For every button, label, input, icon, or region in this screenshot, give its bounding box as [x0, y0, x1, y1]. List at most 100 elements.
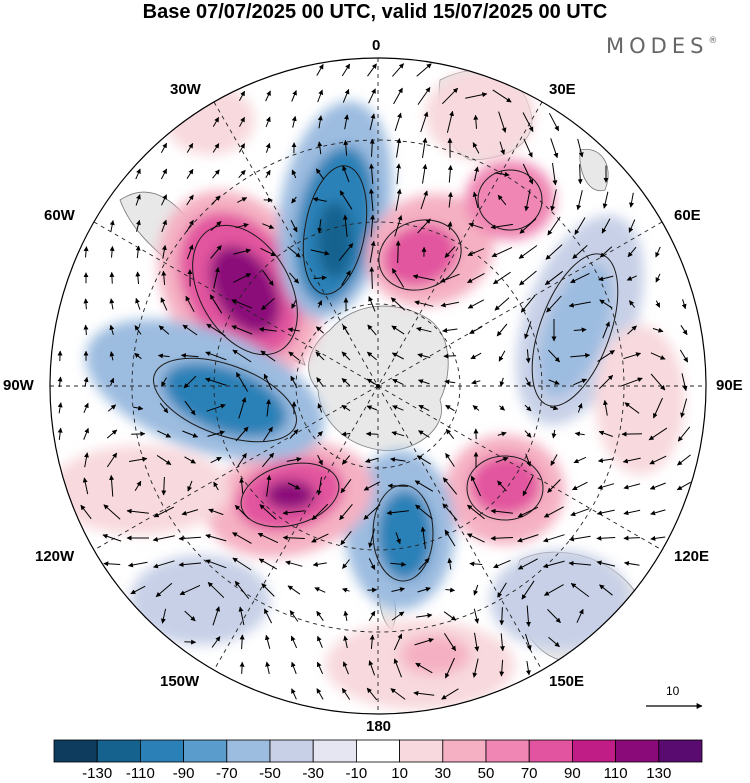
- wind-arrow: [393, 658, 402, 678]
- wind-arrow: [442, 503, 458, 521]
- wind-arrow: [680, 398, 688, 418]
- wind-arrow: [342, 214, 348, 237]
- wind-arrow: [469, 561, 483, 567]
- wind-arrow: [367, 587, 378, 593]
- wind-arrow: [83, 298, 89, 310]
- wind-arrow: [231, 299, 253, 309]
- brand-text: MODES: [606, 34, 709, 58]
- wind-arrow: [676, 481, 691, 491]
- lon-label-120e: 120E: [674, 548, 710, 565]
- wind-arrow: [446, 110, 454, 133]
- wind-arrow: [160, 168, 168, 180]
- wind-arrow: [499, 405, 505, 411]
- wind-arrow: [260, 350, 276, 362]
- wind-arrow: [420, 526, 426, 549]
- colorbar-tick-label: -30: [302, 765, 325, 782]
- wind-arrow: [490, 508, 513, 514]
- anomaly-neg-10w-core: [317, 202, 353, 278]
- wind-arrow: [573, 456, 587, 464]
- wind-arrow: [341, 63, 351, 77]
- wind-arrow: [517, 558, 538, 570]
- wind-arrow: [472, 142, 480, 154]
- wind-arrow: [263, 608, 273, 624]
- wind-arrow: [183, 375, 197, 389]
- wind-arrow: [82, 477, 89, 495]
- wind-arrow: [467, 248, 485, 256]
- wind-arrow: [602, 399, 608, 416]
- wind-arrow: [237, 452, 247, 467]
- wind-arrow: [568, 535, 591, 542]
- wind-arrow: [517, 534, 539, 543]
- wind-arrow: [152, 535, 175, 542]
- wind-arrow: [178, 562, 202, 568]
- anomaly-pos-120w-outer: [50, 445, 230, 535]
- wind-arrow: [313, 275, 327, 281]
- wind-arrow: [178, 535, 201, 541]
- wind-arrow: [445, 587, 456, 593]
- wind-arrow: [369, 240, 376, 263]
- wind-arrow: [626, 275, 638, 281]
- wind-arrow: [161, 244, 167, 259]
- wind-arrow: [543, 534, 565, 543]
- wind-arrow: [396, 163, 402, 185]
- wind-arrow: [416, 63, 432, 77]
- wind-arrow: [390, 457, 406, 463]
- wind-arrow: [443, 611, 457, 621]
- wind-arrow: [498, 111, 507, 133]
- wind-arrow: [57, 402, 63, 414]
- wind-arrow: [390, 561, 407, 567]
- wind-arrow: [107, 404, 117, 412]
- wind-arrow: [598, 374, 614, 390]
- colorbar-tick-label: 90: [564, 765, 581, 782]
- madagascar-land: [579, 148, 609, 192]
- wind-arrow: [212, 143, 220, 153]
- wind-arrow: [545, 244, 563, 260]
- wind-arrow: [291, 169, 297, 179]
- colorbar-tick-label: 110: [603, 765, 628, 782]
- wind-arrow: [599, 584, 613, 596]
- wind-arrow: [573, 327, 587, 333]
- wind-arrow: [263, 373, 273, 391]
- wind-arrow: [597, 349, 615, 363]
- wind-arrow: [369, 634, 375, 649]
- wind-arrow: [493, 559, 511, 569]
- wind-arrow: [368, 528, 375, 548]
- wind-arrow: [210, 245, 222, 259]
- wind-arrow: [211, 195, 221, 205]
- wind-arrow: [549, 405, 559, 411]
- wind-arrow: [316, 610, 324, 621]
- wind-arrow: [106, 429, 118, 439]
- wind-arrow: [602, 191, 609, 209]
- wind-arrow: [520, 295, 536, 313]
- wind-arrow: [339, 190, 353, 210]
- wind-arrow: [574, 431, 585, 437]
- lon-label-150e: 150E: [549, 673, 585, 690]
- wind-arrow: [474, 632, 480, 652]
- wind-arrow: [311, 533, 329, 543]
- wind-arrow: [153, 560, 175, 569]
- wind-arrow: [317, 219, 323, 234]
- wind-arrow: [109, 220, 115, 232]
- wind-arrow: [573, 378, 587, 386]
- wind-arrow: [161, 219, 167, 233]
- wind-arrow: [126, 508, 149, 514]
- wind-arrow: [655, 246, 661, 258]
- wind-arrow: [291, 196, 297, 204]
- wind-arrow: [282, 535, 305, 541]
- wind-arrow: [497, 480, 507, 492]
- wind-arrow: [447, 191, 453, 208]
- wind-arrow: [627, 325, 637, 335]
- wind-arrow: [135, 271, 141, 285]
- wind-arrow: [343, 635, 349, 649]
- wind-arrow: [650, 509, 666, 516]
- wind-arrow: [601, 218, 611, 234]
- wind-arrow: [628, 219, 636, 233]
- wind-arrow: [290, 219, 298, 233]
- anomaly-pos-15e-outer: [425, 70, 535, 160]
- wind-arrow: [161, 270, 167, 285]
- wind-arrow: [265, 169, 271, 178]
- wind-arrow: [368, 610, 376, 622]
- wind-arrow: [542, 560, 565, 569]
- colorbar-tick-label: 30: [434, 765, 452, 782]
- wind-arrow: [499, 377, 505, 387]
